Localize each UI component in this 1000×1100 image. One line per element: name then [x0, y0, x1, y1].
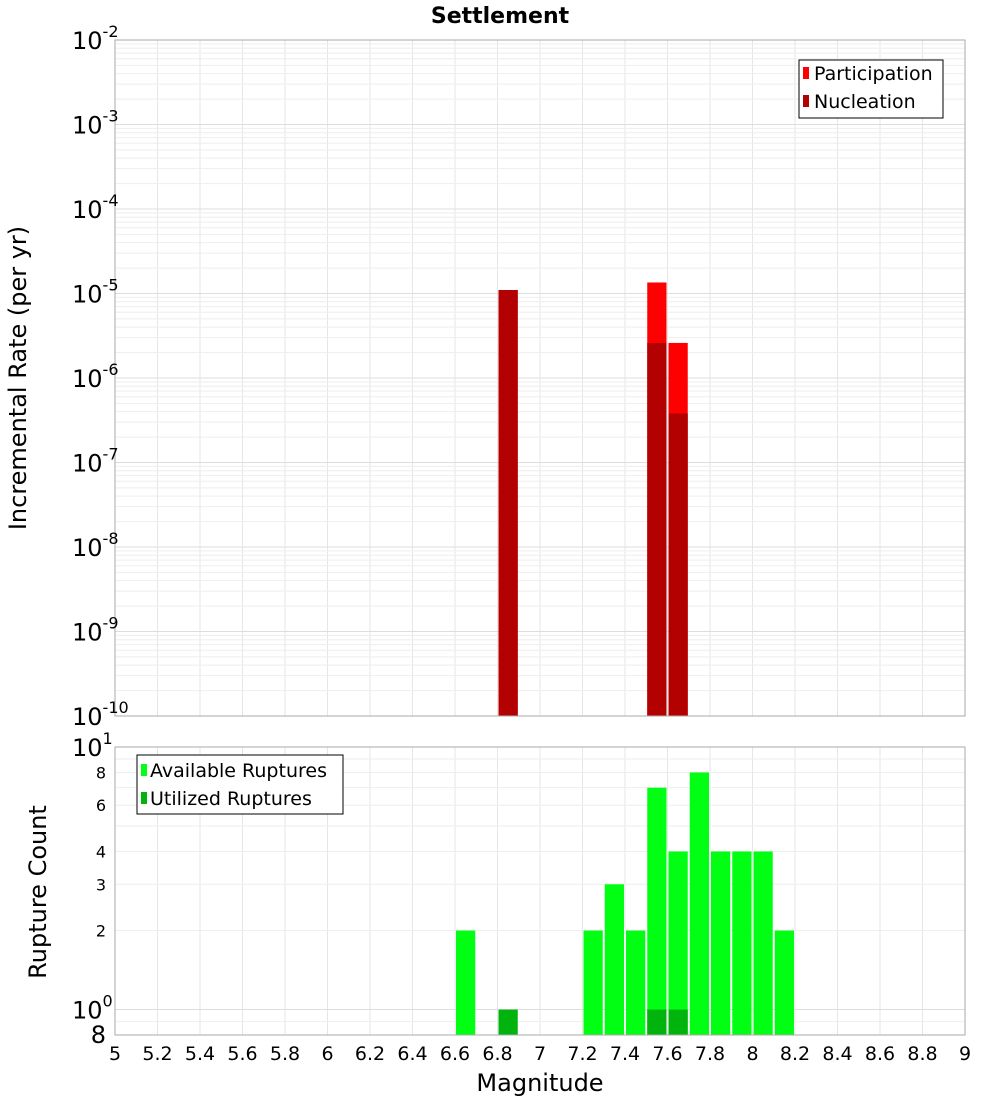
rate-bar-nucleation — [668, 413, 688, 716]
rate-plot-grid — [114, 39, 966, 717]
x-tick-label: 6 — [321, 1043, 333, 1065]
x-axis-label: Magnitude — [476, 1069, 603, 1097]
rate-plot-legend-box — [798, 59, 944, 119]
rupture-count-plot-y-axis-label: Rupture Count — [24, 805, 52, 979]
rupture-count-plot-y-minor-tick-label: 6 — [96, 796, 106, 815]
rupture-count-bar-available-ruptures — [732, 851, 752, 1035]
legend-swatch-available-ruptures — [141, 764, 147, 776]
rupture-count-plot-y-minor-tick-label: 2 — [96, 922, 106, 941]
x-tick-label: 5.8 — [270, 1043, 300, 1065]
rupture-count-bar-available-ruptures — [711, 851, 731, 1035]
rate-plot-legend: Participation Nucleation — [798, 59, 944, 119]
chart-title: Settlement — [431, 4, 570, 29]
legend-swatch-utilized-ruptures — [141, 792, 147, 804]
x-tick-label: 7 — [534, 1043, 546, 1065]
rupture-count-plot-y-minor-tick-label: 4 — [96, 842, 106, 861]
rupture-count-plot-legend: Available Ruptures Utilized Ruptures — [136, 754, 344, 815]
legend-label-available-ruptures: Available Ruptures — [150, 760, 327, 782]
x-tick-label: 6.2 — [355, 1043, 385, 1065]
rupture-count-plot-y-bottom-tick-label: 8 — [91, 1021, 106, 1049]
rate-bar-nucleation — [498, 290, 518, 716]
x-tick-label: 8.6 — [865, 1043, 895, 1065]
x-tick-label: 8.8 — [907, 1043, 937, 1065]
rupture-count-bar-available-ruptures — [583, 930, 603, 1035]
legend-label-nucleation: Nucleation — [814, 91, 916, 113]
rate-plot-y-tick-label: 10-7 — [72, 445, 119, 478]
x-tick-label: 6.4 — [397, 1043, 427, 1065]
legend-swatch-nucleation — [803, 95, 809, 107]
legend-label-utilized-ruptures: Utilized Ruptures — [150, 788, 312, 810]
rupture-count-bar-available-ruptures — [456, 930, 476, 1035]
rupture-count-bar-available-ruptures — [774, 930, 794, 1035]
x-tick-label: 6.6 — [440, 1043, 470, 1065]
rate-plot-y-tick-label: 10-10 — [72, 698, 129, 731]
rupture-count-bar-available-ruptures — [668, 851, 688, 1035]
rupture-count-bar-utilized-ruptures — [668, 1009, 688, 1035]
rupture-count-plot-x-ticks: 5 5.2 5.4 5.6 5.8 6 6.2 6.4 6.6 6.8 7 7.2 7.4 7.6 7.8 8… — [109, 1043, 971, 1065]
rupture-count-plot-bars — [456, 772, 794, 1035]
rupture-count-bar-utilized-ruptures — [498, 1009, 518, 1035]
rate-plot-frame — [114, 39, 966, 717]
x-tick-label: 7.2 — [567, 1043, 597, 1065]
x-tick-label: 5.2 — [142, 1043, 172, 1065]
x-tick-label: 7.4 — [610, 1043, 640, 1065]
x-tick-label: 6.8 — [482, 1043, 512, 1065]
rupture-count-bar-available-ruptures — [753, 851, 773, 1035]
x-tick-label: 9 — [959, 1043, 971, 1065]
x-tick-label: 7.6 — [652, 1043, 682, 1065]
legend-swatch-participation — [803, 67, 809, 79]
rate-plot-y-tick-label: 10-8 — [72, 529, 119, 562]
x-tick-label: 8 — [746, 1043, 758, 1065]
rupture-count-plot-y-minor-tick-label: 3 — [96, 875, 106, 894]
x-tick-label: 7.8 — [695, 1043, 725, 1065]
x-tick-label: 5.4 — [185, 1043, 215, 1065]
legend-label-participation: Participation — [814, 63, 933, 85]
x-tick-label: 5.6 — [227, 1043, 257, 1065]
x-tick-label: 8.4 — [822, 1043, 852, 1065]
rate-plot-y-axis-label: Incremental Rate (per yr) — [4, 226, 32, 530]
rupture-count-plot-legend-box — [136, 754, 344, 815]
rate-plot-bars — [498, 282, 688, 716]
rupture-count-bar-available-ruptures — [626, 930, 646, 1035]
rupture-count-bar-utilized-ruptures — [647, 1009, 667, 1035]
rupture-count-bar-available-ruptures — [604, 884, 624, 1035]
rupture-count-plot-y-minor-tick-label: 8 — [96, 763, 106, 782]
rupture-count-bar-available-ruptures — [647, 787, 667, 1035]
rate-bar-nucleation — [647, 342, 667, 716]
x-tick-label: 5 — [109, 1043, 121, 1065]
rupture-count-plot-frame — [114, 746, 966, 1036]
x-tick-label: 8.2 — [780, 1043, 810, 1065]
rupture-count-bar-available-ruptures — [689, 772, 709, 1035]
